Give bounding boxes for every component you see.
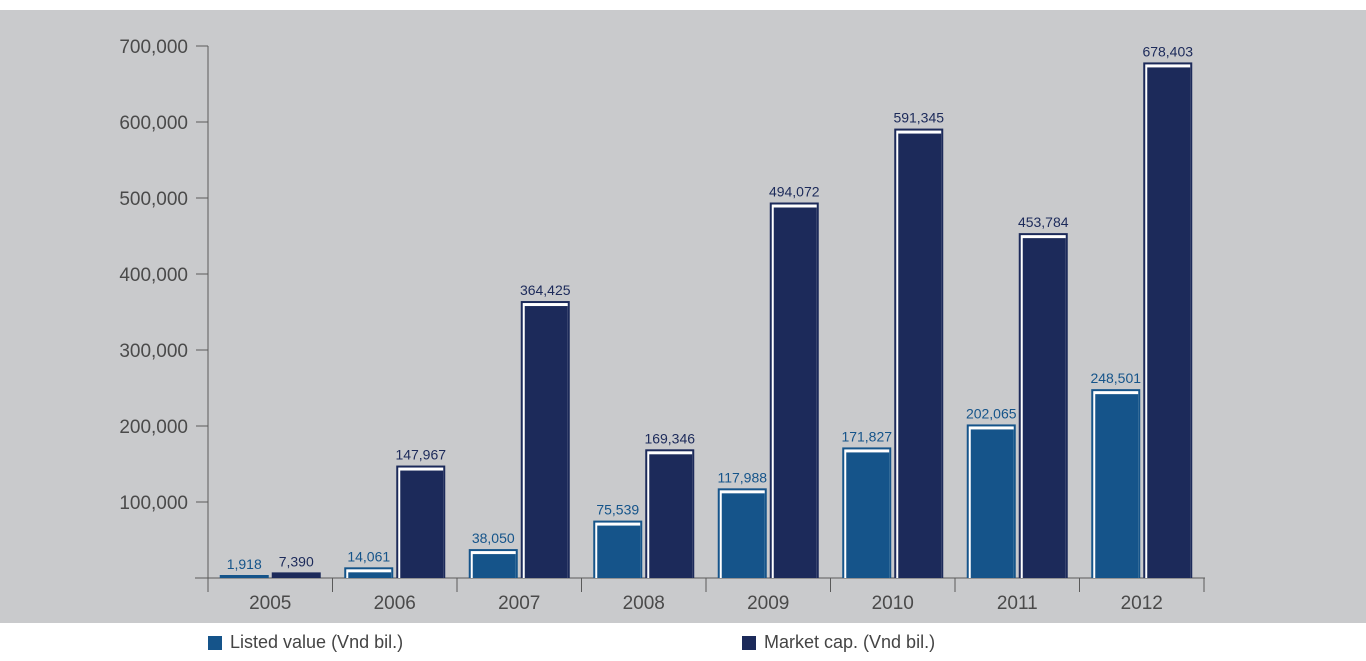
y-tick-label: 600,000 bbox=[119, 113, 188, 134]
bar bbox=[1022, 238, 1066, 579]
legend-swatch-market-cap bbox=[742, 635, 756, 650]
bar bbox=[898, 133, 942, 578]
data-label: 117,988 bbox=[717, 469, 767, 485]
data-label: 591,345 bbox=[893, 110, 944, 126]
data-label: 75,539 bbox=[596, 502, 639, 518]
x-tick-label: 2007 bbox=[498, 593, 540, 614]
bar bbox=[400, 470, 444, 578]
data-label: 494,072 bbox=[769, 184, 820, 200]
bar bbox=[472, 554, 516, 578]
chart-data-labels: 1,918 7,390 14,061 147,967 38,050 364,425 75,5… bbox=[227, 43, 1194, 572]
bar bbox=[970, 429, 1014, 578]
y-tick-label: 300,000 bbox=[119, 341, 188, 362]
data-label: 678,403 bbox=[1142, 43, 1193, 59]
y-tick-label: 700,000 bbox=[119, 37, 188, 58]
chart-bars bbox=[219, 62, 1193, 579]
legend-label-market-cap: Market cap. (Vnd bil.) bbox=[764, 632, 936, 652]
legend-item-market-cap: Market cap. (Vnd bil.) bbox=[742, 632, 935, 653]
chart-legend: Listed value (Vnd bil.) Market cap. (Vnd… bbox=[0, 632, 1366, 661]
x-tick-label: 2010 bbox=[872, 593, 914, 614]
bar-chart: 100,000 200,000 300,000 400,000 500,000 600,0… bbox=[119, 37, 1205, 614]
bar-frame bbox=[271, 572, 321, 578]
bar bbox=[649, 454, 693, 578]
bar bbox=[348, 572, 392, 578]
legend-swatch-listed-value bbox=[208, 635, 222, 650]
bar bbox=[524, 306, 568, 578]
bar bbox=[721, 493, 765, 578]
legend-item-listed-value: Listed value (Vnd bil.) bbox=[208, 632, 403, 653]
x-tick-label: 2012 bbox=[1121, 593, 1163, 614]
x-tick-label: 2006 bbox=[374, 593, 416, 614]
bar bbox=[846, 452, 890, 578]
y-tick-label: 400,000 bbox=[119, 265, 188, 286]
bar bbox=[1095, 394, 1139, 578]
y-tick-label: 500,000 bbox=[119, 189, 188, 210]
data-label: 202,065 bbox=[966, 405, 1017, 421]
chart-panel: 100,000 200,000 300,000 400,000 500,000 600,0… bbox=[0, 10, 1366, 623]
chart-axes: 100,000 200,000 300,000 400,000 500,000 600,0… bbox=[119, 37, 1205, 614]
data-label: 7,390 bbox=[279, 553, 314, 569]
data-label: 364,425 bbox=[520, 282, 571, 298]
data-label: 453,784 bbox=[1018, 214, 1069, 230]
y-tick-label: 200,000 bbox=[119, 417, 188, 438]
data-label: 14,061 bbox=[347, 548, 390, 564]
data-label: 171,827 bbox=[841, 428, 892, 444]
legend-label-listed-value: Listed value (Vnd bil.) bbox=[230, 632, 404, 652]
bar bbox=[1147, 67, 1191, 578]
x-tick-label: 2005 bbox=[249, 593, 291, 614]
x-tick-label: 2009 bbox=[747, 593, 789, 614]
data-label: 1,918 bbox=[227, 556, 262, 572]
bar-frame bbox=[219, 575, 269, 578]
bar bbox=[597, 525, 641, 578]
data-label: 147,967 bbox=[395, 447, 446, 463]
data-label: 38,050 bbox=[472, 530, 515, 546]
bar bbox=[773, 207, 817, 578]
data-label: 248,501 bbox=[1090, 370, 1141, 386]
data-label: 169,346 bbox=[644, 430, 695, 446]
x-tick-label: 2008 bbox=[623, 593, 665, 614]
y-tick-label: 100,000 bbox=[119, 493, 188, 514]
x-tick-label: 2011 bbox=[997, 593, 1038, 614]
